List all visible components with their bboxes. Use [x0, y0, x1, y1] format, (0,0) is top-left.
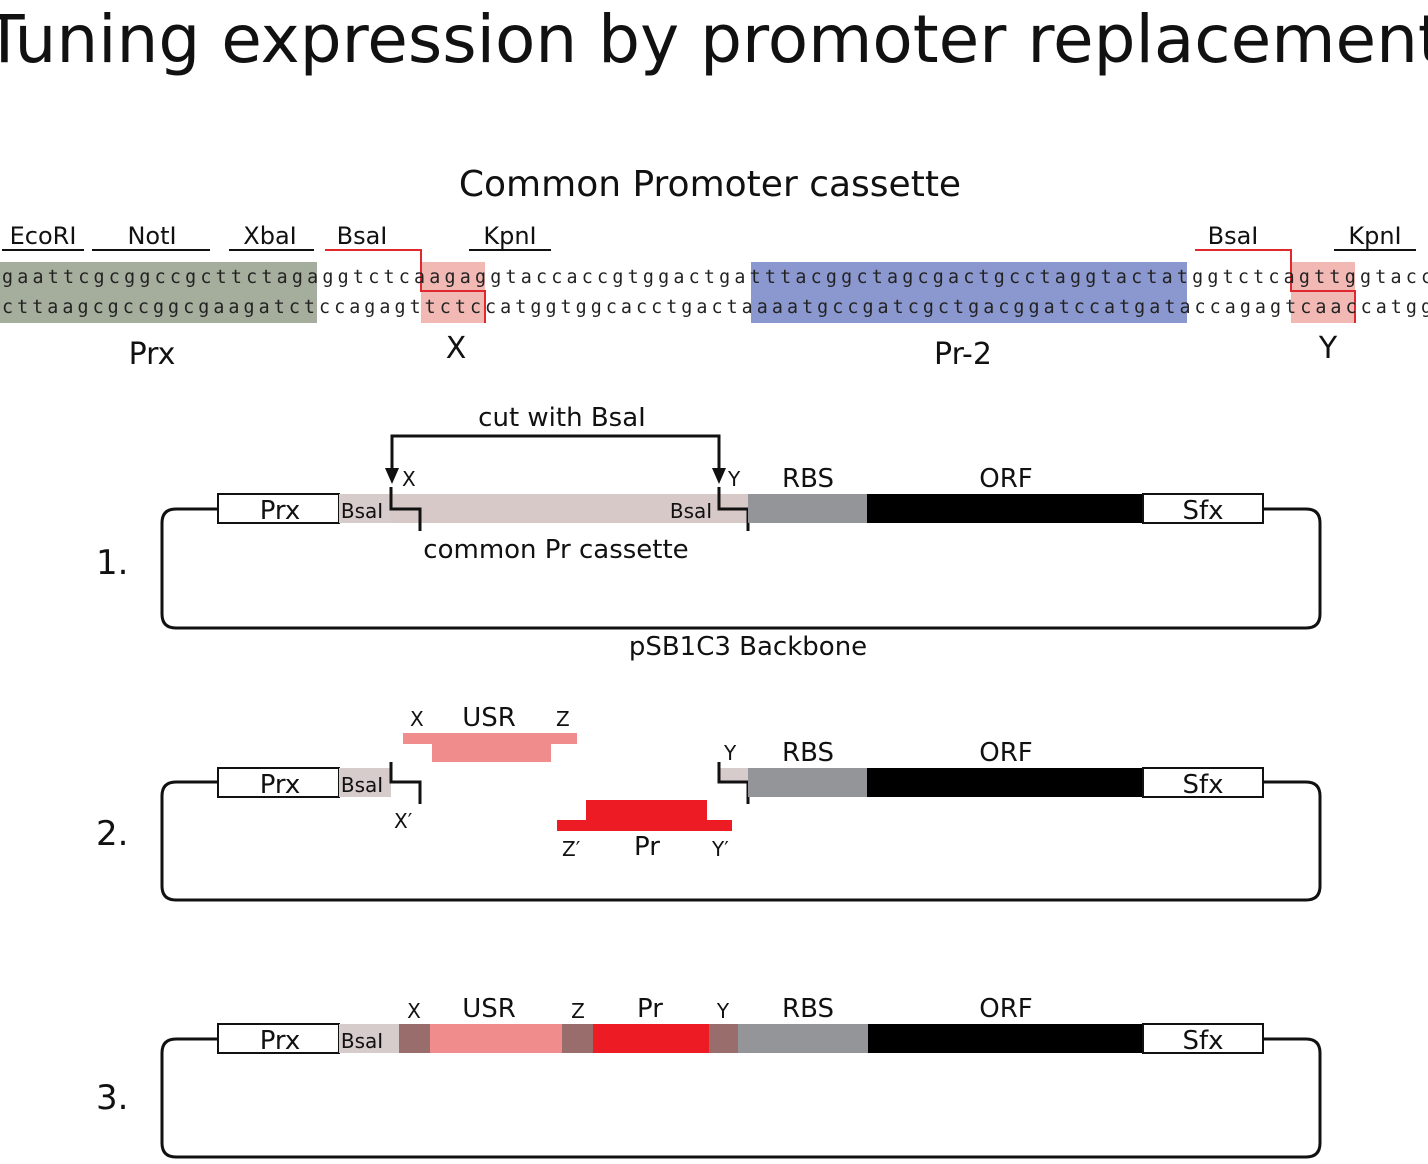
step-1-sfx-label: Sfx: [1182, 496, 1223, 526]
page-title: Tuning expression by promoter replacemen…: [0, 1, 1428, 78]
step-1-x: X: [402, 467, 416, 491]
prx-highlight: [0, 262, 317, 323]
step-2-bsai: [339, 768, 391, 797]
step-2-y: Y: [723, 741, 737, 765]
step-1-prx-box: [217, 493, 340, 524]
sequence-top-strand: gaattcgcggccgcttctagaggtctcaagaggtaccacc…: [2, 267, 1428, 288]
enzyme-xbai: XbaI: [243, 222, 296, 250]
enzyme-noti: NotI: [127, 222, 176, 250]
region-label-y: Y: [1318, 331, 1338, 366]
pr2-highlight: [751, 262, 1187, 323]
cut-bracket: [390, 434, 721, 470]
step-2-usr-label: USR: [462, 703, 516, 733]
bsai-cut-right: [1195, 249, 1356, 323]
enzyme-kpni-right: KpnI: [1348, 222, 1401, 250]
usr-fragment-top: [403, 733, 577, 744]
step-2-bsai-label: BsaI: [341, 773, 383, 797]
pr-fragment-bottom: [557, 820, 732, 831]
step-3-usr-label: USR: [462, 994, 516, 1024]
step-2-orf: [867, 768, 1143, 797]
step-3-bsai: [339, 1024, 399, 1053]
step-2-y-prime: Y′: [711, 837, 729, 861]
step-3-rbs-label: RBS: [782, 994, 834, 1024]
step-2-rbs: [748, 768, 867, 797]
step-3-x-scar: [399, 1024, 430, 1053]
step-2-orf-label: ORF: [979, 738, 1033, 768]
enzyme-ecori: EcoRI: [10, 222, 77, 250]
step-1: 1. cut with BsaI X Y Prx BsaI BsaI RBS O…: [96, 403, 1322, 662]
step-3-rbs: [738, 1024, 868, 1053]
region-label-prx: Prx: [129, 337, 176, 372]
region-label-x: X: [446, 331, 467, 366]
step-3-pr: [593, 1024, 709, 1053]
step-3-number: 3.: [96, 1078, 128, 1118]
step-3-sfx-label: Sfx: [1182, 1026, 1223, 1056]
step-3-prx-box: [217, 1023, 340, 1054]
region-label-pr2: Pr-2: [934, 337, 992, 372]
cut-label: cut with BsaI: [478, 403, 646, 433]
step-2-rbs-label: RBS: [782, 738, 834, 768]
step-1-backbone: [160, 507, 1322, 630]
step-3-usr: [430, 1024, 562, 1053]
step-1-sfx-box: [1142, 493, 1264, 524]
step-2-overhang-left: [389, 762, 422, 804]
usr-fragment-body: [432, 744, 551, 762]
sequence-bottom-strand: cttaagcgccggcgaagatctccagagttctccatggtgg…: [2, 297, 1428, 318]
y-overhang-highlight: [1291, 262, 1355, 323]
backbone-label: pSB1C3 Backbone: [629, 632, 867, 662]
step-1-y: Y: [727, 467, 741, 491]
step-3-orf: [868, 1024, 1143, 1053]
cut-arrow-left-icon: [385, 468, 399, 484]
step-1-bsai-left: [339, 494, 391, 523]
step-1-orf-label: ORF: [979, 464, 1033, 494]
step-2-sfx-label: Sfx: [1182, 770, 1223, 800]
bsai-cut-left: [325, 249, 486, 323]
step-3-prx-label: Prx: [260, 1026, 301, 1056]
step-1-bsai-right-label: BsaI: [670, 499, 712, 523]
step-1-bsai-left-label: BsaI: [341, 499, 383, 523]
cassette-label: common Pr cassette: [423, 535, 688, 565]
step-2-number: 2.: [96, 814, 128, 854]
cassette-heading: Common Promoter cassette: [459, 164, 961, 205]
cut-arrow-right-icon: [712, 468, 726, 484]
step-1-orf: [867, 494, 1143, 523]
step-2-prx-label: Prx: [260, 770, 301, 800]
enzyme-bsai-left: BsaI: [337, 222, 388, 250]
enzyme-bsai-right: BsaI: [1208, 222, 1259, 250]
step-1-prx-label: Prx: [260, 496, 301, 526]
step-2-x-prime: X′: [394, 809, 413, 833]
step-3-backbone: [160, 1037, 1322, 1159]
step-1-rbs: [748, 494, 867, 523]
enzyme-kpni-left: KpnI: [483, 222, 536, 250]
x-overhang-highlight: [421, 262, 485, 323]
step-2-sfx-box: [1142, 767, 1264, 798]
step-3-orf-label: ORF: [979, 994, 1033, 1024]
pr-fragment-body: [586, 800, 707, 820]
step-2-y-stub: [719, 768, 748, 782]
step-3-z-scar: [562, 1024, 593, 1053]
step-1-cut-site-left: [389, 487, 422, 531]
step-2-x: X: [410, 707, 424, 731]
step-3-x: X: [407, 999, 421, 1023]
step-2-z-prime: Z′: [562, 837, 581, 861]
step-3: 3. Prx BsaI X USR Z Pr Y RBS ORF Sfx: [96, 994, 1322, 1159]
step-3-y-scar: [709, 1024, 738, 1053]
step-3-sfx-box: [1142, 1023, 1264, 1054]
step-1-number: 1.: [96, 543, 128, 583]
common-pr-cassette: [391, 494, 748, 523]
step-3-y: Y: [716, 999, 730, 1023]
step-1-cut-site-right: [717, 487, 750, 531]
step-3-z: Z: [571, 999, 585, 1023]
step-2-pr-label: Pr: [634, 832, 660, 862]
step-3-bsai-label: BsaI: [341, 1029, 383, 1053]
step-2-z: Z: [556, 707, 570, 731]
step-3-pr-label: Pr: [637, 994, 663, 1024]
step-1-rbs-label: RBS: [782, 464, 834, 494]
step-2-backbone: [160, 780, 1322, 902]
step-2: 2. Prx BsaI X′ X USR Z Z′ Pr Y′ Y RBS OR…: [96, 703, 1322, 902]
